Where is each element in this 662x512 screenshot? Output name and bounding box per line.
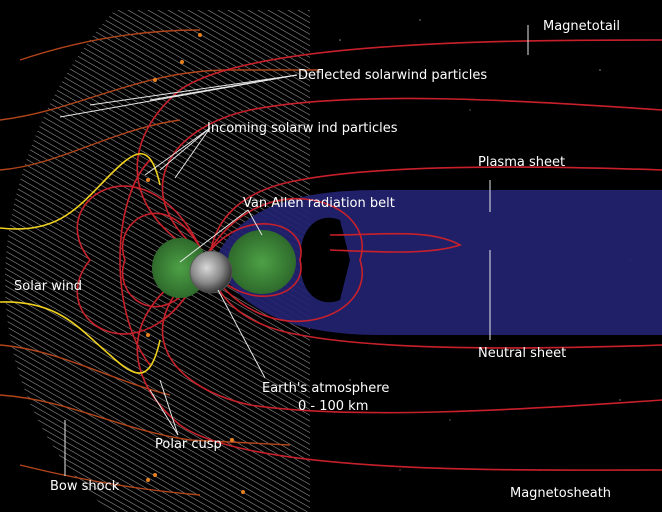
leader-lines	[59, 25, 529, 476]
label-magnetotail: Magnetotail	[543, 19, 620, 34]
inner-cavity	[300, 217, 350, 303]
earth	[189, 250, 233, 294]
label-deflected-solar-wind: Deflected solarwind particles	[298, 68, 487, 83]
label-polar-cusp: Polar cusp	[155, 437, 222, 452]
label-solar-wind: Solar wind	[14, 279, 82, 294]
solar-wind-lines	[0, 152, 161, 374]
van-allen-belt-right	[228, 230, 296, 294]
magnetic-field-lines	[76, 39, 662, 471]
label-van-allen-belt: Van Allen radiation belt	[243, 196, 395, 211]
label-magnetosheath: Magnetosheath	[510, 486, 611, 501]
label-atmosphere-2: 0 - 100 km	[298, 399, 368, 414]
label-bow-shock: Bow shock	[50, 479, 120, 494]
particle-markers	[146, 33, 245, 494]
label-atmosphere-1: Earth's atmosphere	[262, 381, 389, 396]
label-neutral-sheet: Neutral sheet	[478, 346, 566, 361]
label-plasma-sheet: Plasma sheet	[478, 155, 565, 170]
label-incoming-solar-wind: Incoming solarw ind particles	[207, 121, 398, 136]
